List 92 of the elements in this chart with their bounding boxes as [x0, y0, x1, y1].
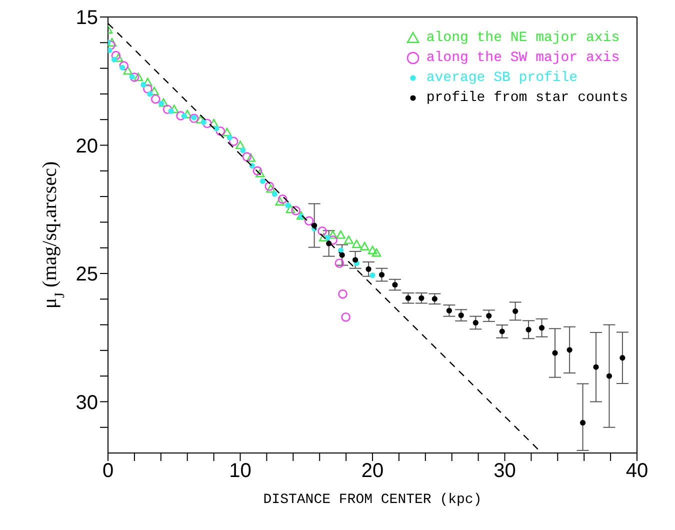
- point: [360, 242, 370, 250]
- legend-label: average SB profile: [426, 69, 578, 88]
- point: [143, 84, 152, 94]
- point: [162, 104, 172, 114]
- point: [336, 230, 346, 239]
- point: [176, 111, 186, 120]
- point: [538, 325, 545, 331]
- point: [202, 118, 212, 128]
- point: [119, 61, 128, 70]
- point: [130, 72, 140, 82]
- y-tick-label: 20: [76, 135, 98, 158]
- point: [304, 216, 314, 226]
- point: [222, 128, 232, 136]
- point: [352, 240, 362, 248]
- point: [111, 50, 121, 60]
- legend-label: along the NE major axis: [426, 29, 620, 48]
- x-tick-label: 30: [494, 460, 516, 482]
- point: [108, 48, 112, 54]
- point: [472, 320, 478, 326]
- point: [129, 74, 135, 80]
- point: [341, 312, 350, 322]
- x-axis-title: DISTANCE FROM CENTER (kpc): [263, 492, 482, 508]
- point: [499, 328, 505, 334]
- point: [291, 206, 300, 216]
- y-tick-label: 25: [76, 264, 98, 286]
- point: [236, 140, 245, 150]
- point: [372, 248, 382, 257]
- point: [318, 226, 327, 236]
- point: [366, 266, 372, 272]
- point: [285, 202, 291, 208]
- point: [334, 258, 344, 268]
- point: [620, 355, 626, 361]
- point: [111, 56, 118, 62]
- point: [252, 166, 262, 176]
- point: [147, 91, 153, 97]
- point: [370, 272, 376, 278]
- point: [512, 308, 518, 314]
- x-tick-label: 40: [626, 460, 648, 482]
- x-tick-label: 0: [102, 460, 114, 482]
- point: [338, 289, 348, 299]
- point: [446, 308, 452, 314]
- point: [216, 126, 226, 136]
- point: [226, 134, 232, 140]
- point: [344, 236, 354, 244]
- point: [352, 257, 358, 263]
- point: [275, 197, 285, 206]
- point: [151, 94, 160, 104]
- point: [566, 347, 572, 353]
- point: [168, 108, 174, 114]
- y-tick-label: 15: [76, 7, 98, 30]
- point: [242, 152, 252, 162]
- point: [392, 282, 398, 288]
- point: [552, 350, 558, 356]
- point: [378, 272, 385, 278]
- legend-label: profile from star counts: [426, 89, 628, 108]
- point: [418, 295, 424, 301]
- point: [405, 295, 412, 301]
- point: [526, 326, 532, 332]
- point: [123, 66, 132, 75]
- point: [189, 114, 199, 123]
- y-tick-label: 30: [76, 392, 98, 414]
- point: [278, 194, 288, 204]
- point: [266, 184, 276, 193]
- point: [134, 72, 144, 82]
- point: [255, 168, 265, 178]
- point: [318, 232, 328, 242]
- point: [246, 153, 256, 162]
- point: [286, 204, 296, 214]
- point: [240, 148, 246, 154]
- point: [606, 373, 612, 379]
- point: [119, 64, 126, 70]
- x-tick-label: 20: [361, 460, 384, 482]
- point: [200, 119, 206, 125]
- point: [486, 312, 492, 319]
- point: [158, 98, 168, 107]
- point: [580, 420, 586, 426]
- point: [328, 236, 338, 245]
- point: [229, 136, 238, 146]
- point: [368, 246, 378, 254]
- point: [108, 38, 117, 46]
- point: [458, 312, 464, 318]
- point: [324, 234, 330, 240]
- point: [140, 82, 146, 88]
- x-tick-label: 10: [229, 460, 252, 482]
- point: [260, 178, 266, 184]
- point: [338, 248, 344, 254]
- point: [182, 110, 192, 118]
- point: [209, 118, 218, 128]
- point: [593, 364, 599, 370]
- point: [432, 296, 438, 302]
- legend-label: along the SW major axis: [426, 49, 620, 68]
- point: [272, 191, 278, 197]
